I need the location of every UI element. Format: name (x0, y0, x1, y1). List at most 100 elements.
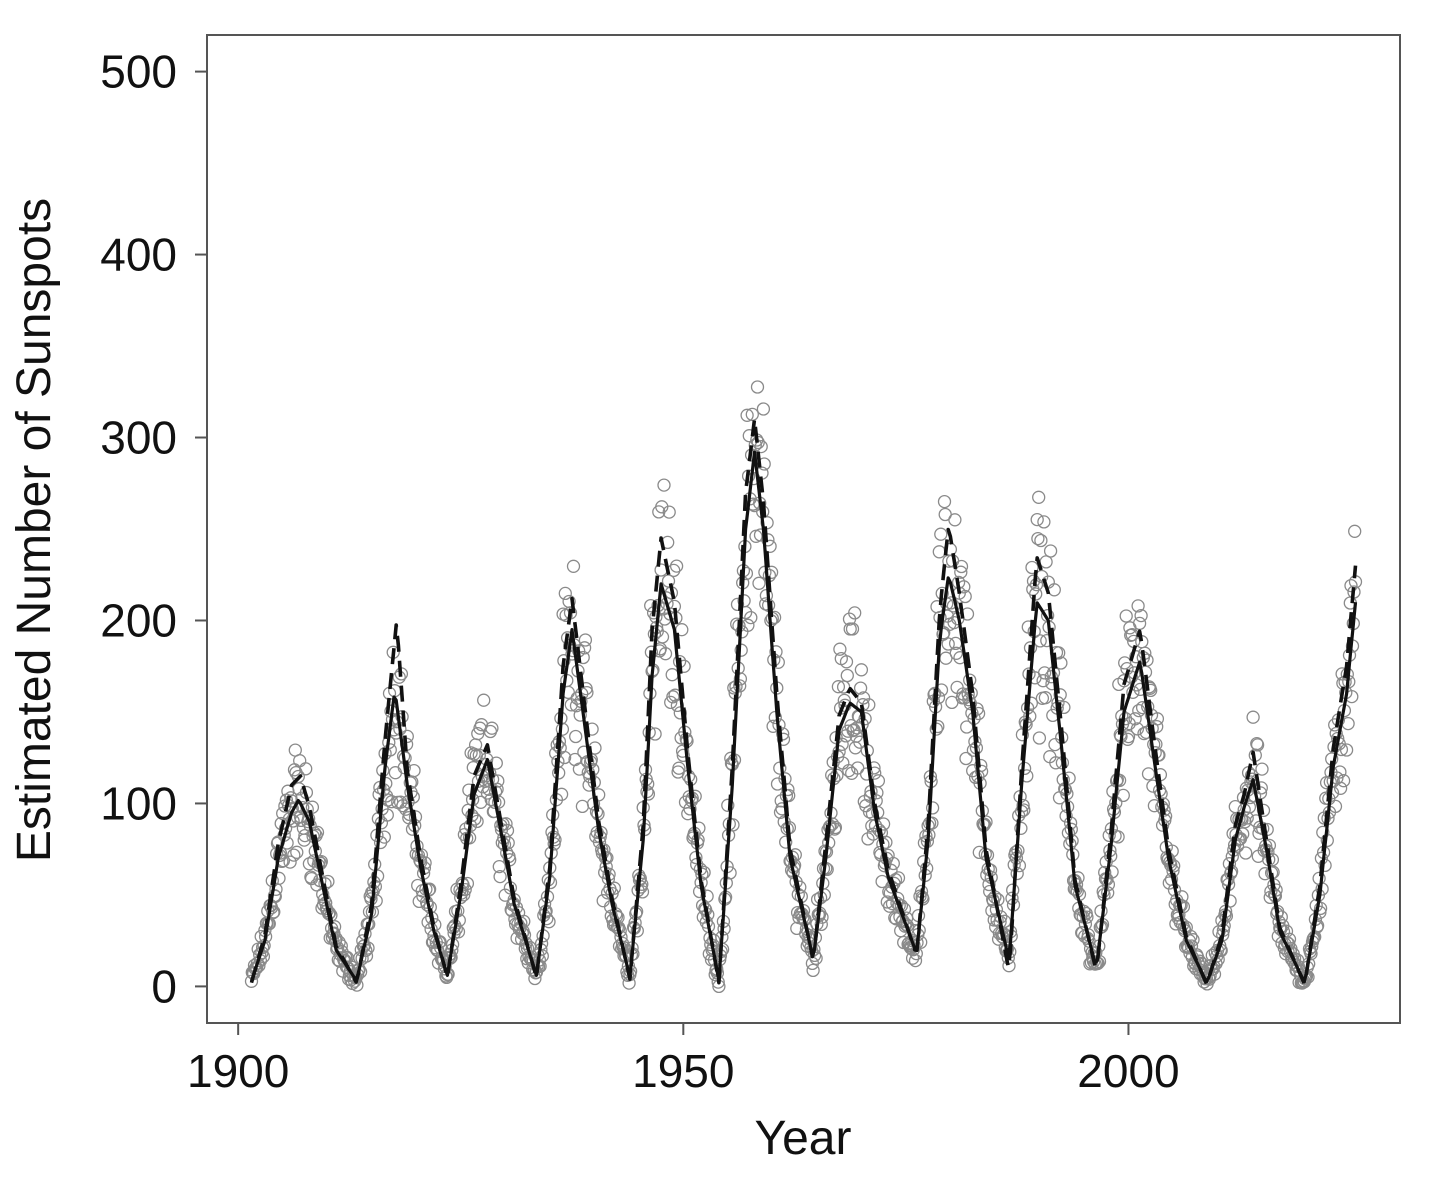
data-point (569, 729, 583, 744)
data-point (630, 924, 644, 938)
data-point (658, 647, 673, 661)
data-point (954, 565, 968, 579)
data-point (817, 888, 831, 902)
data-point (283, 855, 297, 869)
data-point (293, 754, 307, 768)
data-point (905, 951, 920, 965)
data-point (925, 801, 940, 815)
data-point (733, 672, 748, 686)
data-point (517, 914, 531, 929)
data-point (635, 877, 649, 891)
data-point (244, 974, 259, 988)
plot-frame (206, 34, 1401, 1024)
data-point (388, 766, 403, 780)
data-point (1223, 894, 1237, 908)
data-point (782, 788, 796, 803)
data-point (815, 910, 829, 924)
data-point (578, 633, 593, 647)
data-point (941, 637, 955, 651)
data-point (266, 906, 280, 920)
data-point (721, 798, 735, 812)
data-point (781, 782, 795, 797)
data-point (673, 706, 687, 720)
y-tick-label: 300 (100, 412, 177, 464)
data-point (1246, 710, 1260, 724)
data-point (756, 402, 771, 416)
data-point (287, 848, 301, 862)
data-point (1112, 773, 1127, 788)
data-point (700, 889, 714, 903)
data-point (286, 814, 300, 828)
data-point (861, 832, 875, 846)
data-point (662, 505, 676, 519)
data-point (809, 951, 823, 965)
data-point (779, 835, 793, 849)
data-point (1031, 531, 1045, 546)
scatter-points (244, 380, 1363, 994)
data-point (858, 712, 872, 726)
data-point (754, 439, 768, 454)
data-point (1026, 574, 1041, 588)
data-point (776, 727, 790, 741)
data-point (958, 589, 972, 604)
data-point (853, 681, 868, 695)
data-point (1071, 871, 1085, 885)
data-point (1269, 883, 1283, 897)
data-point (1016, 798, 1030, 813)
data-point (664, 695, 678, 710)
data-point (1053, 688, 1067, 702)
data-point (914, 935, 928, 949)
x-tick-label: 1950 (632, 1045, 734, 1097)
data-point (492, 859, 506, 874)
data-point (657, 478, 671, 492)
data-point (600, 851, 614, 865)
data-point (267, 905, 281, 919)
data-point (665, 668, 679, 682)
data-point (1032, 731, 1047, 745)
data-point (1141, 767, 1156, 781)
data-point (738, 605, 753, 620)
data-point (1255, 762, 1269, 776)
data-point (931, 690, 946, 705)
data-point (1119, 609, 1133, 623)
data-point (1089, 945, 1103, 960)
data-point (839, 655, 854, 669)
data-point (1167, 859, 1181, 873)
data-point (730, 597, 745, 612)
data-point (672, 761, 686, 775)
data-point (1023, 709, 1037, 723)
data-point (641, 787, 656, 801)
y-tick-label: 500 (100, 46, 177, 98)
data-point (1037, 515, 1051, 529)
data-point (1130, 722, 1145, 736)
data-point (744, 610, 758, 625)
data-point (949, 646, 963, 660)
data-point (1080, 910, 1094, 924)
data-point (934, 527, 948, 541)
data-point (806, 963, 820, 978)
data-point (948, 513, 962, 527)
data-point (575, 799, 590, 814)
data-point (1250, 736, 1264, 751)
data-point (558, 586, 572, 601)
data-point (871, 774, 886, 788)
data-point (666, 690, 680, 704)
y-tick-label: 0 (151, 960, 177, 1012)
data-point (540, 911, 554, 926)
data-point (1134, 608, 1148, 623)
data-point (1250, 738, 1265, 752)
smoothed-lines (249, 417, 1358, 986)
data-point (535, 949, 549, 963)
data-point (1116, 788, 1130, 803)
data-point (481, 773, 495, 787)
data-point (1039, 555, 1053, 569)
data-point (1131, 599, 1145, 613)
data-point (290, 845, 304, 859)
data-point (856, 691, 871, 705)
data-point (692, 821, 706, 835)
data-point (937, 494, 952, 509)
data-point (644, 598, 658, 613)
data-point (1150, 712, 1165, 726)
data-point (793, 880, 807, 894)
